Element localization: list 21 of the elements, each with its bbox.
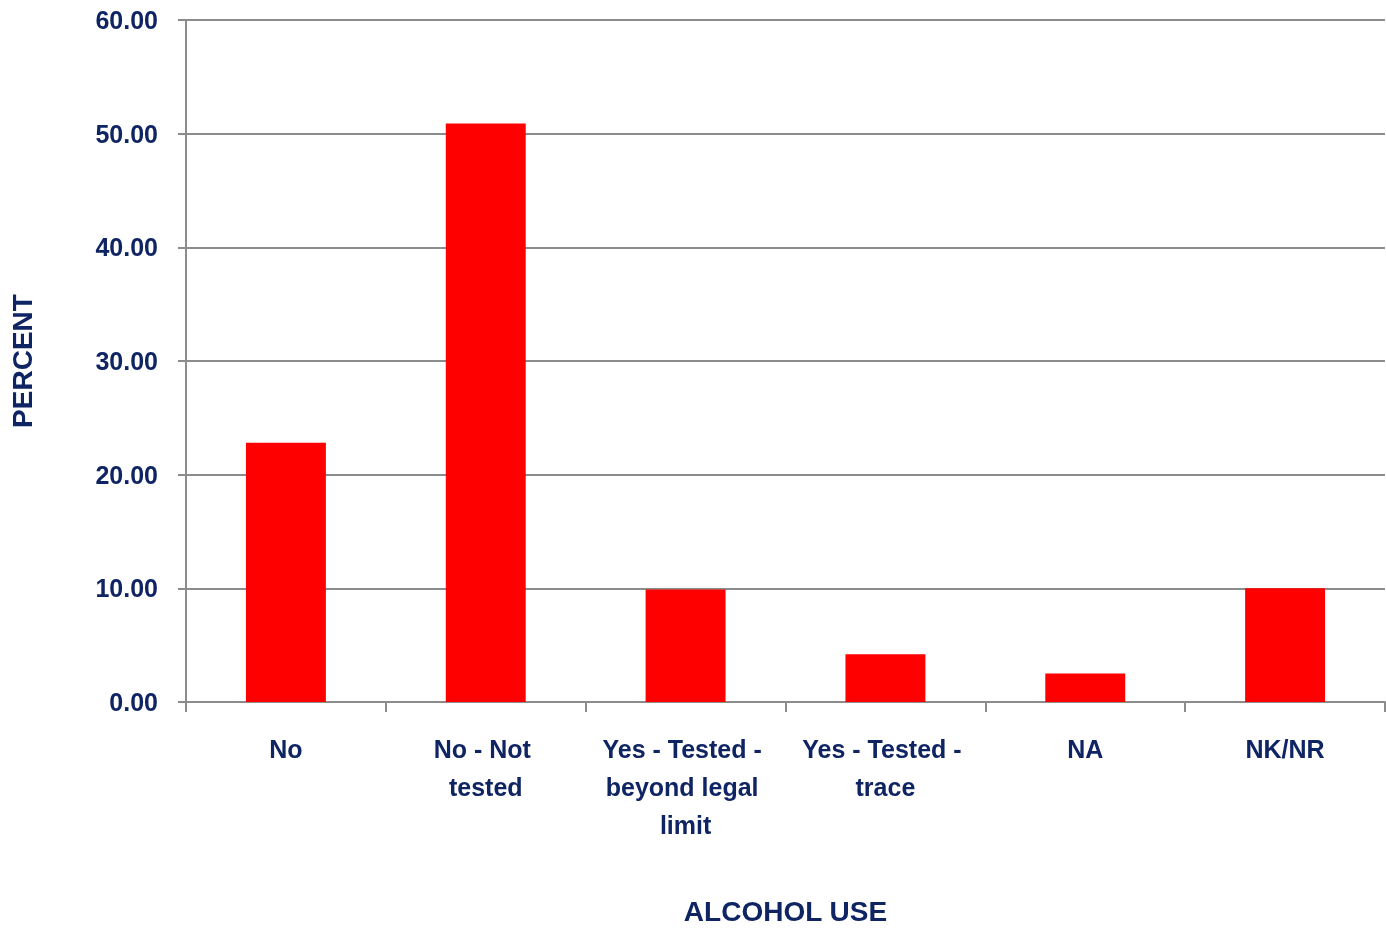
y-axis-title: PERCENT	[6, 294, 38, 428]
y-tick-label: 30.00	[95, 347, 158, 375]
bar	[245, 442, 326, 702]
bar	[1045, 673, 1126, 702]
bar	[1245, 588, 1326, 702]
x-tick-label: Yes - Tested - beyond legal limit	[602, 735, 769, 839]
bar	[445, 123, 526, 702]
x-tick-label: No - Not tested	[433, 735, 538, 801]
y-tick-label: 0.00	[109, 688, 158, 716]
y-tick-label: 20.00	[95, 460, 158, 489]
y-tick-label: 40.00	[95, 233, 158, 262]
x-axis-title: ALCOHOL USE	[683, 895, 888, 927]
y-tick-label: 10.00	[95, 574, 158, 603]
x-tick-label: Yes - Tested - trace	[802, 735, 969, 801]
y-tick-label: 50.00	[95, 119, 158, 148]
x-tick-label: NK/NR	[1245, 735, 1325, 763]
y-tick-label: 60.00	[95, 6, 158, 34]
bar	[845, 654, 926, 702]
x-tick-label: NA	[1067, 735, 1104, 763]
bar	[645, 589, 726, 702]
x-tick-label: No	[269, 735, 303, 763]
